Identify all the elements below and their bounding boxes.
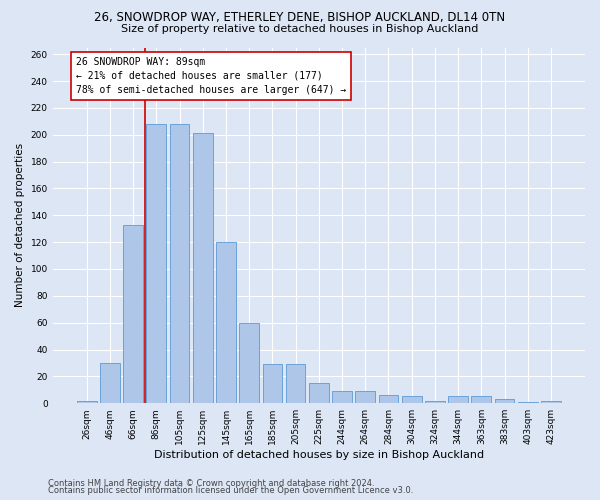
Bar (170, 124, 190, 403)
Bar (193, 134, 212, 403)
Bar (518, 402, 538, 403)
Bar (472, 396, 491, 403)
Text: 26 SNOWDROP WAY: 89sqm
← 21% of detached houses are smaller (177)
78% of semi-de: 26 SNOWDROP WAY: 89sqm ← 21% of detached… (76, 57, 347, 95)
Bar (332, 391, 352, 403)
Bar (146, 124, 166, 403)
Bar (425, 400, 445, 403)
Text: Size of property relative to detached houses in Bishop Auckland: Size of property relative to detached ho… (121, 24, 479, 34)
Bar (541, 400, 561, 403)
Bar (355, 391, 375, 403)
Bar (494, 399, 514, 403)
Bar (123, 224, 143, 403)
Bar (263, 364, 282, 403)
Text: 26, SNOWDROP WAY, ETHERLEY DENE, BISHOP AUCKLAND, DL14 0TN: 26, SNOWDROP WAY, ETHERLEY DENE, BISHOP … (94, 11, 506, 24)
Bar (309, 383, 329, 403)
Bar (379, 395, 398, 403)
X-axis label: Distribution of detached houses by size in Bishop Auckland: Distribution of detached houses by size … (154, 450, 484, 460)
Bar (402, 396, 422, 403)
Bar (239, 322, 259, 403)
Bar (286, 364, 305, 403)
Y-axis label: Number of detached properties: Number of detached properties (15, 144, 25, 308)
Text: Contains HM Land Registry data © Crown copyright and database right 2024.: Contains HM Land Registry data © Crown c… (48, 478, 374, 488)
Bar (216, 242, 236, 403)
Text: Contains public sector information licensed under the Open Government Licence v3: Contains public sector information licen… (48, 486, 413, 495)
Bar (448, 396, 468, 403)
Bar (100, 363, 120, 403)
Bar (77, 400, 97, 403)
